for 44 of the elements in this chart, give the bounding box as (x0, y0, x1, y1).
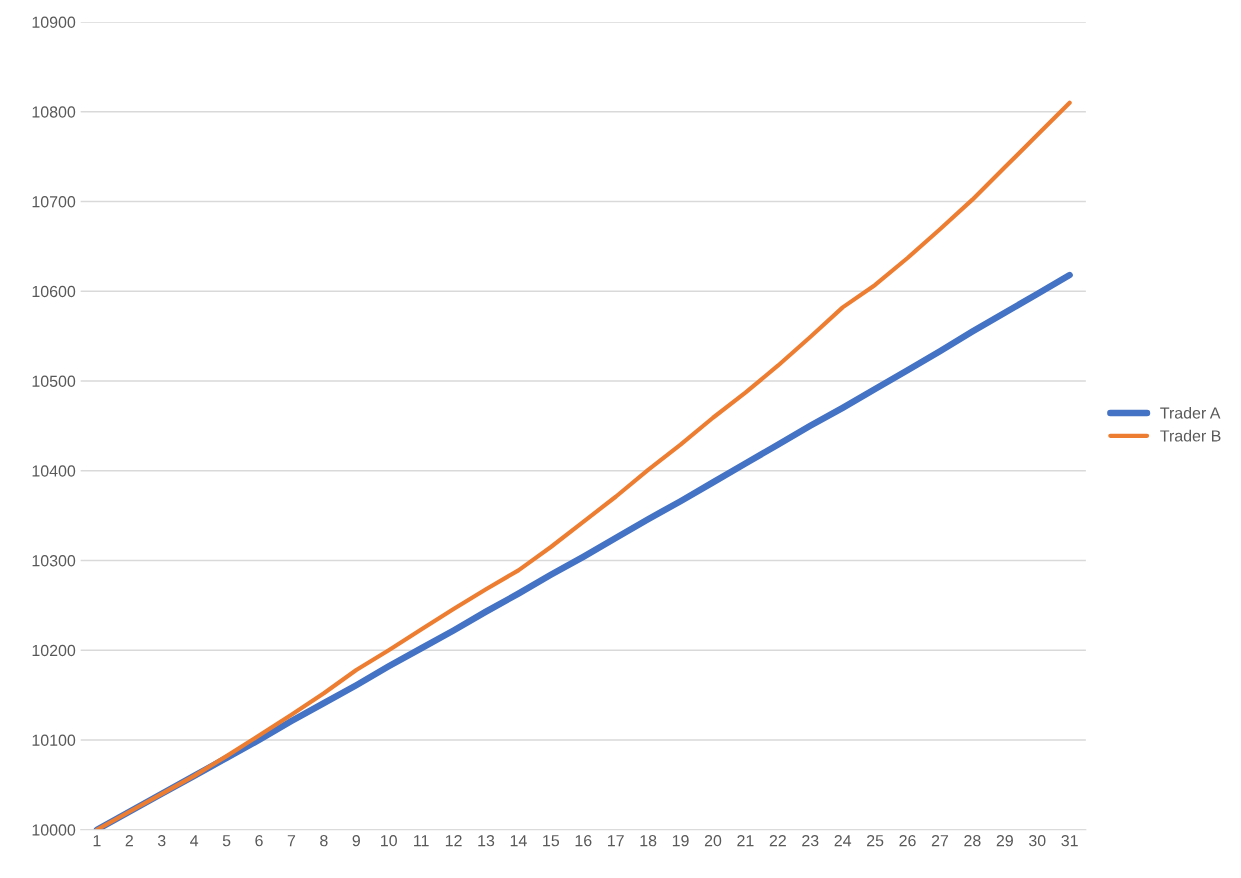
y-tick-label: 10000 (32, 824, 76, 836)
x-tick-label: 7 (287, 835, 296, 847)
line-series (94, 100, 1072, 830)
x-tick-label: 29 (996, 834, 1013, 847)
x-tick-label: 25 (867, 834, 884, 847)
legend-label: Trader B (1160, 429, 1221, 442)
y-tick-label: 10900 (32, 16, 76, 28)
x-tick-label: 3 (157, 834, 166, 847)
y-tick-label: 10700 (32, 196, 76, 208)
y-tick-label: 10200 (32, 644, 76, 657)
x-tick-label: 4 (190, 835, 199, 847)
x-tick-label: 20 (704, 834, 722, 847)
x-tick-label: 18 (640, 834, 657, 847)
x-tick-label: 19 (672, 834, 689, 847)
x-tick-label: 1 (93, 835, 101, 847)
y-tick-label: 10400 (32, 465, 76, 477)
y-tick-label: 10100 (32, 734, 76, 746)
x-tick-label: 11 (414, 835, 429, 847)
x-tick-label: 31 (1061, 834, 1078, 847)
x-tick-label: 30 (1028, 834, 1046, 847)
legend-label: Trader A (1160, 406, 1221, 419)
x-tick-label: 10 (381, 834, 397, 847)
y-tick-label: 10600 (32, 285, 76, 298)
x-tick-label: 21 (737, 834, 754, 847)
x-tick-label: 16 (575, 834, 592, 847)
x-tick-label: 22 (769, 834, 786, 847)
x-tick-label: 13 (478, 834, 495, 847)
x-tick-label: 6 (255, 834, 263, 847)
x-tick-label: 9 (352, 834, 360, 847)
x-tick-label: 24 (834, 834, 852, 847)
x-tick-label: 8 (320, 834, 328, 847)
y-tick-label: 10800 (32, 106, 76, 118)
x-tick-label: 14 (510, 835, 527, 847)
y-tick-label: 10500 (32, 375, 76, 387)
x-tick-label: 5 (222, 835, 231, 847)
x-tick-label: 27 (931, 834, 949, 847)
y-tick-label: 10300 (32, 555, 76, 567)
x-tick-label: 23 (802, 834, 819, 847)
x-tick-label: 2 (125, 834, 133, 847)
x-tick-label: 17 (608, 835, 624, 847)
x-tick-label: 12 (445, 834, 462, 847)
x-tick-label: 28 (964, 834, 981, 847)
x-tick-label: 15 (543, 835, 560, 847)
x-tick-label: 26 (899, 834, 916, 847)
